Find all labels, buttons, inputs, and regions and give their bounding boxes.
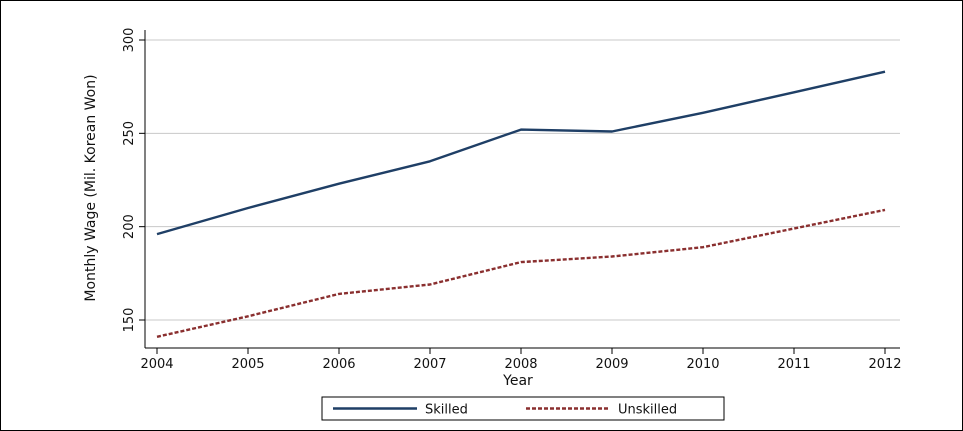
axes: 150 200 250 300 2004 2005 2006 2007 2008 2009 2010…	[122, 28, 902, 372]
y-tick-label: 150	[122, 308, 137, 333]
series-lines	[156, 70, 886, 338]
x-tick-label: 2007	[413, 357, 446, 372]
legend-label: Unskilled	[618, 403, 677, 418]
legend-label: Skilled	[425, 403, 468, 418]
grid-lines	[145, 39, 900, 321]
x-tick-label: 2010	[686, 357, 719, 372]
series-line-skilled	[156, 70, 886, 236]
x-tick-label: 2006	[322, 357, 355, 372]
x-tick-label: 2011	[777, 357, 810, 372]
x-axis-title: Year	[502, 373, 533, 389]
legend: Skilled Unskilled	[321, 396, 725, 421]
x-tick-label: 2004	[140, 357, 173, 372]
legend-box	[321, 396, 725, 421]
series-line-unskilled	[156, 208, 886, 338]
y-axis-title: Monthly Wage (Mil. Korean Won)	[83, 74, 99, 301]
x-tick-label: 2012	[868, 357, 901, 372]
y-tick-label: 300	[122, 28, 137, 53]
x-tick-label: 2008	[504, 357, 537, 372]
x-tick-label: 2005	[231, 357, 264, 372]
x-tick-label: 2009	[595, 357, 628, 372]
y-tick-label: 250	[122, 121, 137, 146]
y-tick-label: 200	[122, 214, 137, 239]
